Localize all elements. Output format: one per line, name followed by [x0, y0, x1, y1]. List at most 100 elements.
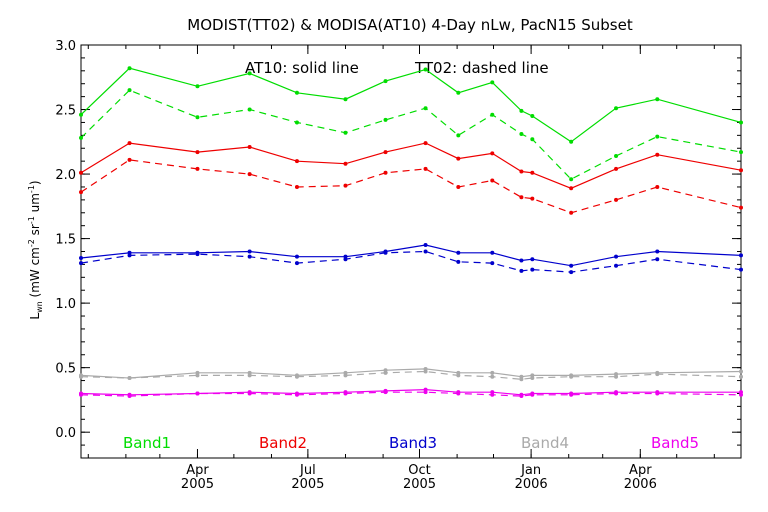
- band2-solid-point: [343, 161, 348, 166]
- legend-band4: Band4: [521, 434, 569, 452]
- band3-solid-point: [490, 250, 495, 255]
- band2-dashed-point: [530, 196, 535, 201]
- band4-solid-point: [490, 370, 495, 375]
- band3-solid-point: [655, 249, 660, 254]
- band2-solid-point: [614, 166, 619, 171]
- band1-dashed-point: [569, 177, 574, 182]
- plot-frame: [80, 44, 742, 459]
- band1-solid-point: [519, 108, 524, 113]
- y-tick-label: 3.0: [55, 39, 76, 54]
- y-tick-label: 1.5: [55, 233, 76, 248]
- band2-solid-point: [423, 141, 428, 146]
- band4-dashed-point: [79, 374, 83, 379]
- band5-dashed-point: [423, 390, 428, 395]
- band2-dashed-point: [79, 190, 83, 195]
- band4-dashed-point: [127, 375, 132, 380]
- band1-solid-point: [569, 139, 574, 144]
- band2-dashed-point: [195, 166, 200, 171]
- band4-dashed-point: [490, 374, 495, 379]
- legend: Band1 Band2 Band3 Band4 Band5: [123, 434, 699, 452]
- band1-solid-point: [383, 79, 388, 84]
- band1-dashed-point: [195, 115, 200, 120]
- band4-solid-point: [739, 369, 743, 374]
- band3-solid-point: [294, 254, 299, 259]
- band5-dashed-point: [739, 392, 743, 397]
- annotation-solid: AT10: solid line: [245, 59, 359, 77]
- band3-dashed-point: [79, 261, 83, 266]
- band4-dashed-point: [655, 372, 660, 377]
- band1-dashed-point: [423, 106, 428, 111]
- band1-dashed-point: [456, 133, 461, 138]
- band2-solid-point: [127, 141, 132, 146]
- band2-solid-point: [247, 144, 252, 149]
- band2-solid-point: [79, 170, 83, 175]
- band1-solid-point: [294, 90, 299, 95]
- x-tick-year-label: 2005: [181, 477, 214, 492]
- band4-dashed-point: [343, 373, 348, 378]
- band5-dashed-point: [655, 391, 660, 396]
- band2-solid-point: [519, 169, 524, 174]
- band3-dashed-point: [614, 263, 619, 268]
- band4-dashed-line: [80, 370, 742, 380]
- x-tick-month-label: Apr: [186, 463, 209, 478]
- band3-dashed-point: [343, 257, 348, 262]
- x-tick-month-label: Oct: [408, 463, 430, 478]
- band4-solid-line: [80, 368, 742, 379]
- band3-dashed-point: [294, 261, 299, 266]
- band1-solid-point: [343, 97, 348, 102]
- band5-dashed-point: [530, 392, 535, 397]
- legend-band5: Band5: [651, 434, 699, 452]
- band5-dashed-point: [456, 391, 461, 396]
- band3-dashed-point: [519, 268, 524, 273]
- y-tick-label: 2.0: [55, 168, 76, 183]
- band1-dashed-point: [655, 134, 660, 139]
- band5-dashed-point: [247, 391, 252, 396]
- band4-dashed-point: [294, 374, 299, 379]
- x-tick-year-label: 2005: [291, 477, 324, 492]
- band1-solid-point: [79, 112, 83, 117]
- band3-dashed-point: [423, 249, 428, 254]
- band1-solid-point: [655, 97, 660, 102]
- band2-dashed-point: [456, 184, 461, 189]
- legend-band3: Band3: [389, 434, 437, 452]
- band2-dashed-point: [247, 172, 252, 177]
- band2-solid-point: [294, 159, 299, 164]
- band1-solid-point: [614, 106, 619, 111]
- x-tick-year-label: 2006: [515, 477, 548, 492]
- band2-solid-point: [655, 152, 660, 157]
- band3-dashed-point: [490, 261, 495, 266]
- band2-dashed-point: [739, 205, 743, 210]
- band5-dashed-point: [127, 394, 132, 399]
- band3-solid-point: [530, 257, 535, 262]
- x-tick-month-label: Apr: [629, 463, 652, 478]
- band1-dashed-point: [294, 120, 299, 125]
- band1-solid-line: [80, 67, 742, 143]
- band3-solid-point: [614, 254, 619, 259]
- band2-solid-line: [80, 142, 742, 189]
- band1-solid-point: [456, 90, 461, 95]
- band2-dashed-point: [423, 166, 428, 171]
- band1-solid-point: [530, 113, 535, 118]
- band5-dashed-point: [383, 390, 388, 395]
- band5-solid-line: [80, 388, 741, 396]
- band1-solid-point: [739, 120, 743, 125]
- band2-dashed-point: [343, 183, 348, 188]
- annotation-dashed: TT02: dashed line: [414, 59, 549, 77]
- y-axis-label: Lwn (mW cm-2 sr-1 um-1): [27, 180, 44, 319]
- band1-dashed-point: [79, 135, 83, 140]
- band2-solid-point: [456, 156, 461, 161]
- band2-solid-point: [530, 170, 535, 175]
- band2-dashed-point: [490, 178, 495, 183]
- band1-dashed-point: [490, 112, 495, 117]
- band4-dashed-point: [614, 374, 619, 379]
- band1-dashed-point: [383, 117, 388, 122]
- band3-dashed-point: [456, 259, 461, 264]
- band2-dashed-line: [80, 159, 742, 214]
- band4-dashed-point: [195, 373, 200, 378]
- band3-solid-line: [80, 244, 742, 267]
- band1-dashed-point: [247, 107, 252, 112]
- band4-dashed-point: [383, 370, 388, 375]
- band3-solid-point: [247, 249, 252, 254]
- band2-dashed-point: [383, 170, 388, 175]
